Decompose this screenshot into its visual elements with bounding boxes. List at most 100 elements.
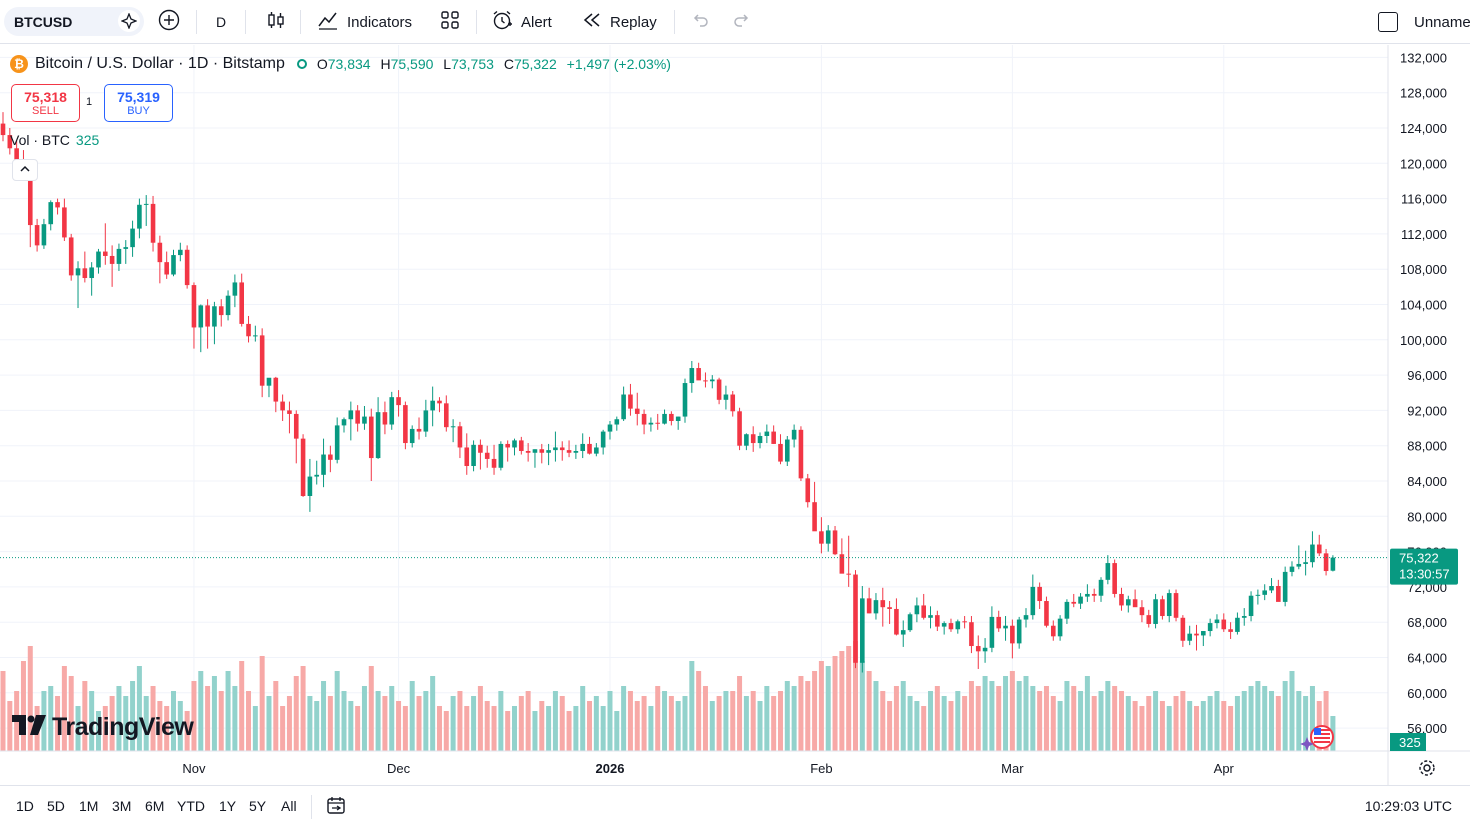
sparkle-icon (1300, 737, 1314, 751)
calendar-range-icon[interactable] (326, 795, 346, 815)
volume-bar (607, 691, 613, 751)
volume-bar (327, 696, 333, 751)
buy-button[interactable]: 75,319 BUY (104, 84, 173, 122)
range-1m[interactable]: 1M (79, 798, 99, 814)
volume-bar (164, 706, 170, 751)
candle-body (989, 616, 995, 648)
market-status-icon[interactable] (296, 59, 307, 69)
volume-bar (123, 696, 129, 751)
candle-body (191, 285, 197, 328)
volume-bar (1146, 696, 1152, 751)
candle-body (437, 400, 442, 404)
volume-bar (368, 666, 374, 751)
volume-bar (859, 661, 865, 751)
candle-body (1091, 593, 1097, 596)
settings-gear-icon[interactable] (1418, 759, 1436, 777)
sell-button[interactable]: 75,318 SELL (11, 84, 80, 122)
volume-legend[interactable]: Vol · BTC 325 (10, 132, 99, 148)
candle-body (103, 251, 108, 256)
compare-add-symbol-button[interactable] (158, 8, 180, 36)
volume-bar (55, 696, 61, 751)
redo-button[interactable] (732, 8, 752, 36)
candle-body (539, 449, 545, 453)
volume-bar (1023, 676, 1029, 751)
volume-bar (280, 706, 286, 751)
utc-clock[interactable]: 10:29:03 UTC (1364, 798, 1452, 814)
candle-body (498, 443, 504, 468)
range-3m[interactable]: 3M (112, 798, 132, 814)
candle-body (471, 444, 476, 466)
volume-bar (266, 696, 272, 751)
candle-body (894, 608, 899, 635)
time-tick-label: 2026 (596, 761, 625, 776)
replay-button[interactable]: Replay (582, 8, 657, 36)
volume-bar (464, 706, 470, 751)
candle-body (171, 255, 176, 275)
undo-button[interactable] (690, 8, 710, 36)
layout-name-button[interactable]: Unname (1414, 13, 1470, 31)
volume-bar (989, 681, 995, 751)
range-5y[interactable]: 5Y (249, 798, 267, 814)
indicators-button[interactable]: Indicators (317, 8, 412, 36)
range-ytd[interactable]: YTD (177, 798, 205, 814)
templates-button[interactable] (440, 8, 460, 36)
candle-body (314, 474, 320, 477)
layout-select-icon[interactable] (1378, 12, 1398, 32)
candle-body (375, 412, 381, 459)
candle-body (1269, 586, 1274, 591)
candle-body (423, 410, 429, 432)
ai-assist-icon[interactable] (118, 10, 140, 32)
interval-button[interactable]: D (216, 14, 227, 30)
candle-body (559, 447, 565, 451)
volume-bar (566, 711, 572, 751)
volume-bar (1221, 701, 1227, 751)
volume-bar (1262, 686, 1268, 751)
range-all[interactable]: All (281, 798, 297, 814)
volume-bar (450, 696, 456, 751)
range-1d[interactable]: 1D (16, 798, 34, 814)
candle-body (546, 450, 551, 453)
volume-bar (307, 696, 313, 751)
volume-bar (1112, 686, 1118, 751)
candle-body (873, 600, 879, 614)
symbol-title[interactable]: Bitcoin / U.S. Dollar · 1D · Bitstamp (35, 55, 285, 72)
candle-body (362, 416, 367, 424)
candle-body (348, 410, 354, 420)
volume-bar (177, 701, 183, 751)
range-6m[interactable]: 6M (145, 798, 165, 814)
volume-bar (505, 711, 511, 751)
volume-bar (900, 681, 906, 751)
volume-bar (136, 666, 142, 751)
symbol-search-button[interactable]: BTCUSD (4, 7, 144, 36)
tradingview-logo[interactable]: TradingView (12, 713, 194, 742)
chart-pane[interactable]: 132,000 128,000 124,000 120,000 116,000 112,0… (0, 45, 1470, 785)
volume-bar (587, 701, 593, 751)
volume-bar (491, 706, 497, 751)
candle-body (1310, 544, 1315, 563)
volume-bar (1207, 696, 1213, 751)
range-1y[interactable]: 1Y (219, 798, 237, 814)
collapse-legend-button[interactable] (12, 159, 38, 181)
alert-button[interactable]: Alert (491, 8, 552, 36)
volume-bar (1132, 701, 1138, 751)
volume-bar (730, 691, 736, 751)
candle-body (682, 383, 688, 417)
sell-price: 75,318 (24, 89, 67, 105)
candle-body (484, 452, 490, 459)
volume-bar (662, 691, 668, 751)
volume-bar (109, 696, 115, 751)
volume-bar (211, 676, 217, 751)
volume-bar (600, 706, 606, 751)
candlestick-chart[interactable]: 132,000 128,000 124,000 120,000 116,000 112,0… (0, 45, 1470, 785)
candle-body (1064, 601, 1070, 619)
range-5d[interactable]: 5D (47, 798, 65, 814)
volume-bar (784, 681, 790, 751)
volume-bar (907, 696, 913, 751)
volume-bar (675, 701, 681, 751)
candle-body (962, 621, 967, 623)
candle-body (396, 397, 401, 406)
chart-type-button[interactable] (265, 8, 287, 36)
volume-bar (743, 696, 749, 751)
volume-bar (1303, 696, 1309, 751)
time-tick-label: Mar (1001, 761, 1024, 776)
